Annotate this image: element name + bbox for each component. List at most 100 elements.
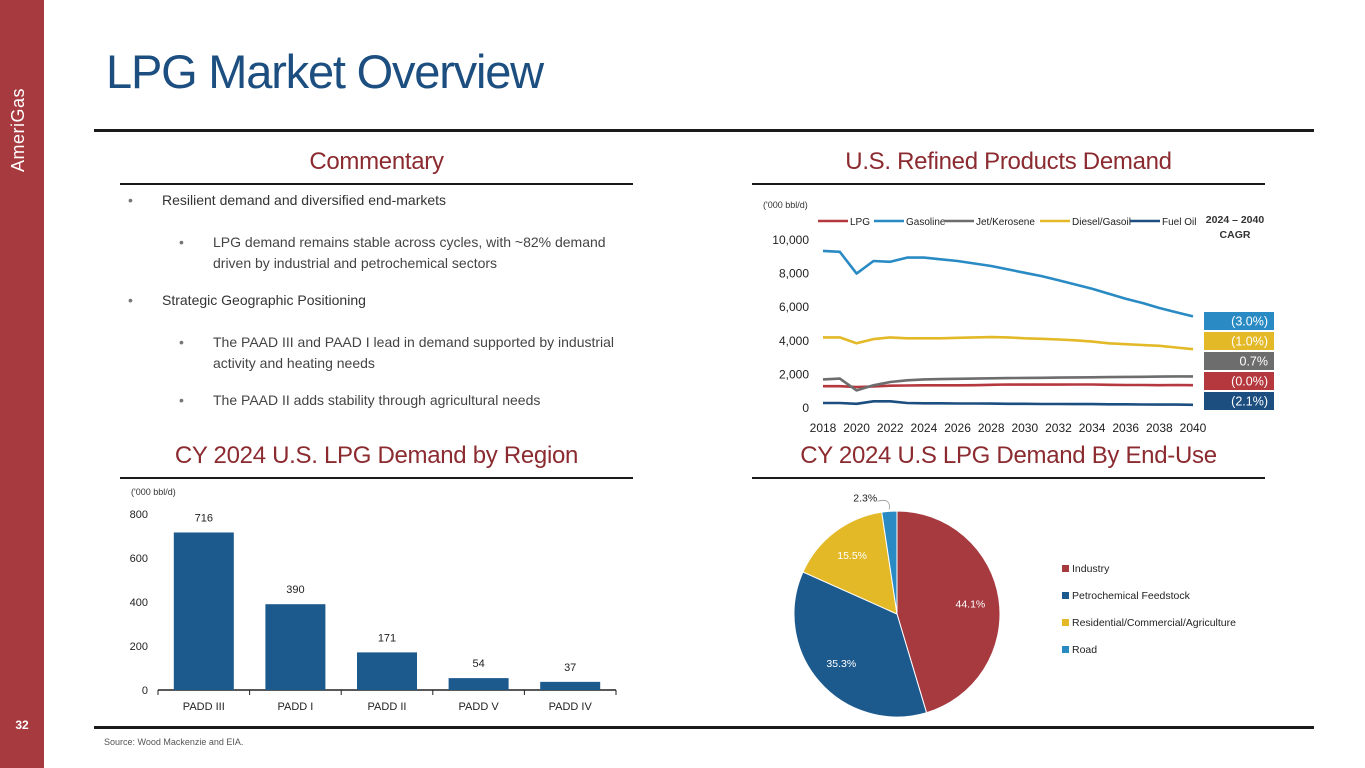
- y-tick-label: 6,000: [779, 300, 809, 314]
- x-tick-label: 2020: [843, 421, 870, 435]
- legend-label: Gasoline: [906, 217, 946, 228]
- bar: [265, 604, 326, 690]
- bar: [540, 681, 601, 690]
- legend-swatch: [1062, 619, 1069, 626]
- cagr-header-label: CAGR: [1219, 229, 1251, 241]
- top-divider: [94, 129, 1314, 132]
- series-line-gasoline: [822, 249, 1194, 318]
- x-tick-label: 2028: [978, 421, 1005, 435]
- bar-chart-unit: ('000 bbl/d): [131, 487, 176, 497]
- series-line-lpg: [823, 383, 1194, 389]
- line-chart-rule: [752, 183, 1265, 185]
- commentary-title: Commentary: [309, 148, 444, 175]
- sub-bullet: • The PAAD III and PAAD I lead in demand …: [179, 334, 615, 371]
- y-tick-label: 400: [130, 597, 148, 609]
- pie-slice-label: 44.1%: [955, 598, 985, 610]
- bottom-divider: [94, 726, 1314, 729]
- bar-category-label: PADD V: [459, 701, 500, 713]
- legend-label: Jet/Kerosene: [976, 217, 1035, 228]
- bar-category-label: PADD II: [368, 701, 407, 713]
- pie-slice-label: 35.3%: [826, 658, 856, 670]
- pie-slice: [802, 511, 898, 615]
- y-tick-label: 200: [130, 641, 148, 653]
- bar-category-label: PADD IV: [549, 701, 593, 713]
- page-number: 32: [15, 718, 29, 732]
- bar-value-label: 716: [195, 512, 213, 524]
- line-chart-title: U.S. Refined Products Demand: [845, 148, 1172, 175]
- x-tick-label: 2022: [877, 421, 904, 435]
- cagr-header-period: 2024 – 2040: [1205, 214, 1265, 226]
- legend-swatch: [1062, 646, 1069, 653]
- bar-value-label: 390: [286, 584, 304, 596]
- pie-slice-label: 15.5%: [837, 550, 867, 562]
- pie-slice: [881, 510, 898, 615]
- page-title: LPG Market Overview: [106, 45, 544, 98]
- brand-name: AmeriGas: [8, 87, 28, 172]
- y-tick-label: 10,000: [772, 233, 809, 247]
- legend-label: Diesel/Gasoil: [1072, 217, 1131, 228]
- pie-chart-rule: [752, 477, 1265, 479]
- bar-category-label: PADD III: [183, 701, 225, 713]
- x-tick-label: 2026: [944, 421, 971, 435]
- cagr-value: (2.1%): [1231, 395, 1268, 409]
- series-line-diesel-gasoil: [823, 335, 1194, 351]
- y-tick-label: 800: [130, 509, 148, 521]
- x-tick-label: 2034: [1079, 421, 1106, 435]
- sub-bullet: • The PAAD II adds stability through agri…: [179, 392, 541, 408]
- line-chart-unit: ('000 bbl/d): [763, 200, 808, 210]
- bullet: • Strategic Geographic Positioning: [128, 292, 366, 308]
- bar-value-label: 54: [472, 658, 484, 670]
- commentary-bullets: • Resilient demand and diversified end-ma…: [128, 190, 628, 427]
- pie-slice: [896, 510, 1001, 714]
- bullet: • Resilient demand and diversified end-ma…: [128, 192, 447, 208]
- sub-bullet-text: The PAAD II adds stability through agric…: [213, 392, 541, 408]
- cagr-value: (3.0%): [1231, 315, 1268, 329]
- cagr-box: [1204, 332, 1274, 350]
- x-tick-label: 2032: [1045, 421, 1072, 435]
- bar-chart: 0 200 400 600 800 716 PADD III 390 PADD I 171 PADD…: [130, 509, 617, 713]
- y-tick-label: 4,000: [779, 334, 809, 348]
- x-tick-label: 2038: [1146, 421, 1173, 435]
- y-tick-label: 0: [142, 685, 148, 697]
- cagr-value: (1.0%): [1231, 335, 1268, 349]
- legend-swatch: [1062, 565, 1069, 572]
- legend-label: Residential/Commercial/Agriculture: [1072, 617, 1236, 629]
- x-tick-label: 2040: [1180, 421, 1207, 435]
- series-line-jet-kerosene: [822, 375, 1193, 392]
- cagr-box: [1204, 392, 1274, 410]
- bullet-text: Resilient demand and diversified end-mar…: [162, 192, 447, 208]
- pie-slice: [793, 571, 928, 718]
- series-line-fuel-oil: [823, 400, 1194, 407]
- cagr-box: [1204, 372, 1274, 390]
- pie-chart-title: CY 2024 U.S LPG Demand By End-Use: [800, 442, 1217, 469]
- sidebar: AmeriGas 32: [0, 0, 44, 768]
- y-tick-label: 0: [802, 401, 809, 415]
- bar-chart-rule: [120, 477, 633, 479]
- x-tick-label: 2030: [1011, 421, 1038, 435]
- sub-bullet-text: LPG demand remains stable across cycles,…: [213, 234, 606, 271]
- x-tick-label: 2036: [1112, 421, 1139, 435]
- x-tick-label: 2018: [810, 421, 837, 435]
- pie-slice-label: 2.3%: [853, 492, 877, 504]
- cagr-box: [1204, 352, 1274, 370]
- bar: [357, 652, 417, 690]
- legend-label: Road: [1072, 644, 1097, 656]
- legend-swatch: [1062, 592, 1069, 599]
- y-tick-label: 2,000: [779, 367, 809, 381]
- legend-label: Industry: [1072, 563, 1110, 575]
- sub-bullet-text: The PAAD III and PAAD I lead in demand s…: [213, 334, 615, 371]
- pie-chart: 44.1% 35.3% 15.5% 2.3% Industry Petrochemical…: [793, 492, 1236, 718]
- bar-chart-title: CY 2024 U.S. LPG Demand by Region: [174, 442, 579, 469]
- line-chart: LPG Gasoline Jet/Kerosene Diesel/Gasoil Fuel…: [772, 217, 1274, 435]
- pie-leader-line: [877, 499, 890, 510]
- bar-value-label: 37: [564, 662, 576, 674]
- cagr-header: 2024 – 2040 CAGR: [1197, 213, 1273, 243]
- legend-label: Petrochemical Feedstock: [1072, 590, 1191, 602]
- source-note: Source: Wood Mackenzie and EIA.: [104, 737, 244, 747]
- y-tick-label: 8,000: [779, 267, 809, 281]
- bar-category-label: PADD I: [277, 701, 313, 713]
- y-tick-label: 600: [130, 553, 148, 565]
- bar-value-label: 171: [378, 632, 396, 644]
- cagr-box: [1204, 312, 1274, 330]
- bullet-text: Strategic Geographic Positioning: [162, 292, 366, 308]
